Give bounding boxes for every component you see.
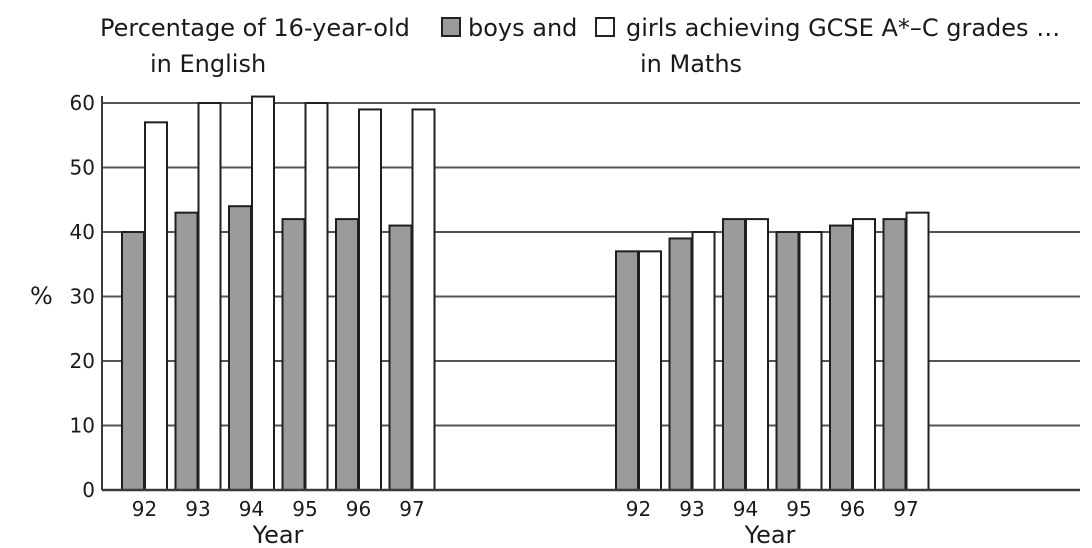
y-tick-label: 20 — [70, 349, 95, 373]
bar-boys-maths-96 — [829, 224, 853, 492]
bar-girls-english-94 — [251, 95, 275, 492]
x-axis-label-english: Year — [252, 521, 304, 548]
x-tick-label: 92 — [132, 497, 157, 521]
legend-swatch-girls — [595, 17, 615, 37]
bar-boys-english-94 — [228, 205, 252, 491]
x-tick-label: 95 — [786, 497, 811, 521]
x-tick-label: 96 — [840, 497, 865, 521]
legend-swatch-boys — [441, 17, 461, 37]
y-tick-label: 30 — [70, 285, 95, 309]
x-tick-label: 97 — [893, 497, 918, 521]
bar-boys-english-95 — [281, 218, 306, 491]
y-tick-label: 40 — [70, 220, 95, 244]
bar-girls-maths-96 — [852, 218, 876, 491]
bar-boys-english-92 — [121, 231, 145, 491]
bar-girls-maths-97 — [905, 211, 930, 491]
bar-girls-maths-93 — [691, 231, 716, 491]
y-tick-labels: 0 10 20 30 40 50 60 — [70, 91, 95, 502]
x-tick-label: 94 — [733, 497, 758, 521]
bar-boys-maths-95 — [775, 231, 800, 491]
bar-boys-maths-92 — [615, 250, 639, 491]
x-tick-label: 97 — [399, 497, 424, 521]
y-tick-label: 50 — [70, 156, 95, 180]
bars — [121, 95, 930, 492]
bar-boys-english-97 — [388, 224, 413, 492]
bar-girls-english-95 — [304, 102, 329, 491]
bar-girls-english-93 — [197, 102, 222, 491]
x-tick-label: 92 — [626, 497, 651, 521]
bar-boys-maths-97 — [882, 218, 907, 491]
subtitle-maths: in Maths — [640, 50, 742, 78]
bar-girls-maths-92 — [638, 250, 662, 491]
x-tick-label: 93 — [679, 497, 704, 521]
axes — [101, 96, 1080, 492]
x-tick-label: 93 — [185, 497, 210, 521]
x-tick-labels: 92 93 94 95 96 97 92 93 94 95 96 97 — [132, 497, 919, 521]
x-axis-label-maths: Year — [744, 521, 796, 548]
y-axis-label: % — [30, 282, 53, 310]
x-tick-label: 95 — [292, 497, 317, 521]
bar-girls-english-92 — [144, 121, 168, 491]
bar-boys-maths-93 — [668, 237, 693, 491]
bar-girls-maths-95 — [798, 231, 823, 491]
bar-girls-english-97 — [411, 108, 436, 491]
title-part-1: Percentage of 16-year-old — [100, 14, 410, 42]
x-tick-label: 96 — [346, 497, 371, 521]
y-tick-label: 60 — [70, 91, 95, 115]
bar-boys-maths-94 — [722, 218, 746, 491]
bar-girls-maths-94 — [745, 218, 769, 491]
y-tick-label: 0 — [82, 478, 95, 502]
y-tick-label: 10 — [70, 414, 95, 438]
bar-girls-english-96 — [358, 108, 382, 491]
bar-boys-english-93 — [174, 211, 199, 491]
title-part-2: boys and — [468, 14, 577, 42]
bar-boys-english-96 — [335, 218, 359, 491]
title-part-3: girls achieving GCSE A*–C grades … — [626, 14, 1060, 42]
x-tick-label: 94 — [239, 497, 264, 521]
subtitle-english: in English — [150, 50, 266, 78]
